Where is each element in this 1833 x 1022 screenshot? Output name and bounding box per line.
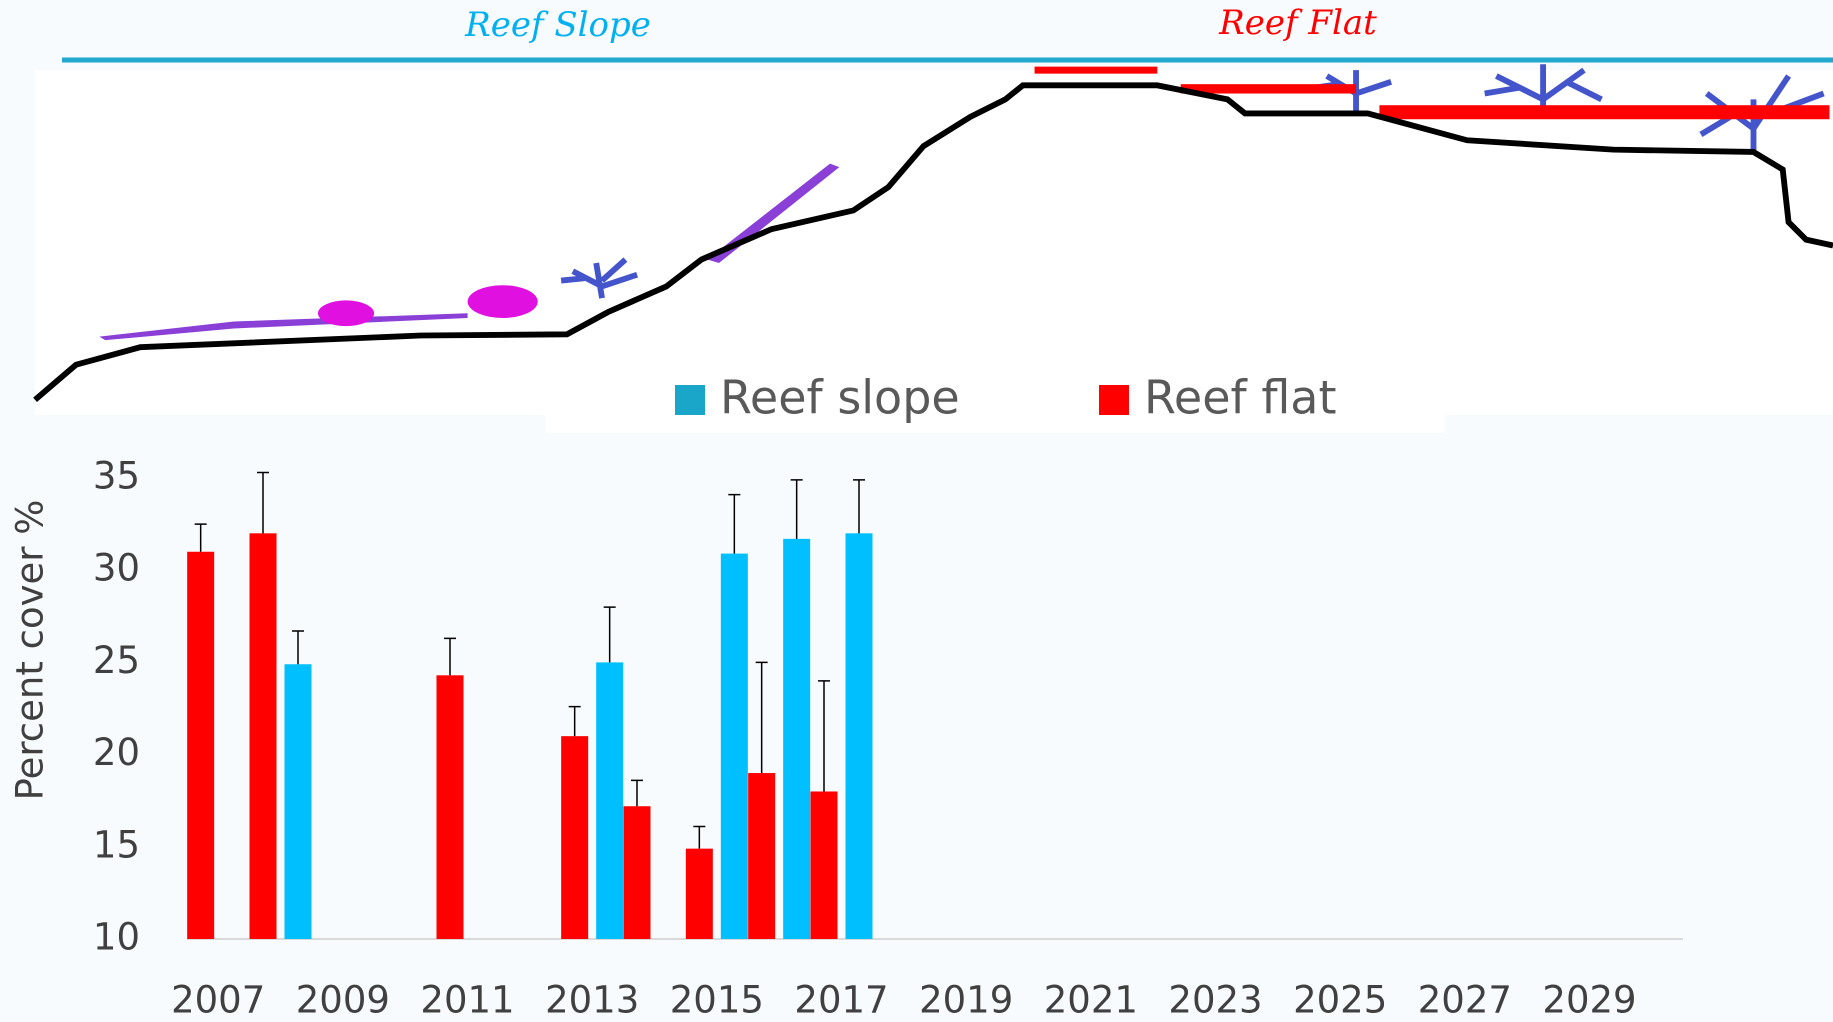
error-bar bbox=[853, 479, 865, 534]
x-tick-label: 2007 bbox=[171, 979, 265, 1022]
annotation: Reef Slope bbox=[464, 5, 651, 45]
bar bbox=[685, 848, 713, 939]
y-tick-label: 10 bbox=[93, 916, 140, 959]
bar bbox=[249, 533, 277, 939]
reef-profile bbox=[33, 64, 1833, 403]
error-bar bbox=[444, 637, 456, 676]
y-tick-label: 15 bbox=[93, 823, 140, 866]
bar bbox=[596, 662, 624, 939]
error-bar bbox=[790, 479, 803, 539]
error-bar bbox=[194, 523, 207, 552]
x-tick-label: 2017 bbox=[794, 979, 888, 1022]
x-tick-label: 2015 bbox=[670, 979, 764, 1022]
x-tick-label: 2013 bbox=[545, 979, 639, 1022]
error-bar bbox=[292, 630, 304, 665]
x-tick-label: 2011 bbox=[420, 979, 514, 1022]
bar bbox=[561, 736, 589, 939]
illustration-background bbox=[35, 70, 1833, 415]
bar bbox=[748, 773, 776, 939]
bar bbox=[783, 538, 811, 939]
x-tick-label: 2019 bbox=[919, 979, 1013, 1022]
x-tick-label: 2029 bbox=[1542, 979, 1636, 1022]
error-bar bbox=[818, 680, 830, 792]
y-tick-label: 35 bbox=[93, 455, 140, 498]
error-bar bbox=[603, 606, 616, 663]
bar bbox=[623, 806, 651, 939]
error-bar bbox=[755, 661, 768, 774]
bar bbox=[845, 533, 873, 939]
bar bbox=[284, 664, 312, 939]
bar bbox=[436, 675, 464, 939]
error-bar bbox=[257, 471, 269, 534]
x-tick-label: 2021 bbox=[1044, 979, 1138, 1022]
x-tick-label: 2023 bbox=[1168, 979, 1262, 1022]
bar bbox=[720, 553, 748, 939]
x-tick-label: 2025 bbox=[1293, 979, 1387, 1022]
bar bbox=[187, 551, 215, 939]
x-tick-label: 2027 bbox=[1418, 979, 1512, 1022]
y-tick-label: 30 bbox=[93, 547, 140, 590]
legend-swatch bbox=[675, 385, 705, 415]
legend-swatch bbox=[1099, 385, 1129, 415]
x-tick-label: 2009 bbox=[296, 979, 390, 1022]
bar bbox=[810, 791, 838, 939]
error-bar bbox=[693, 825, 706, 849]
legend-label: Reef slope bbox=[720, 371, 960, 425]
legend-label: Reef flat bbox=[1144, 371, 1337, 425]
y-axis-label: Percent cover % bbox=[9, 500, 52, 801]
y-tick-label: 25 bbox=[93, 639, 140, 682]
error-bar bbox=[631, 779, 643, 807]
annotation: Reef Flat bbox=[1218, 3, 1377, 43]
error-bar bbox=[728, 493, 741, 554]
y-tick-label: 20 bbox=[93, 731, 140, 774]
error-bar bbox=[568, 705, 581, 737]
